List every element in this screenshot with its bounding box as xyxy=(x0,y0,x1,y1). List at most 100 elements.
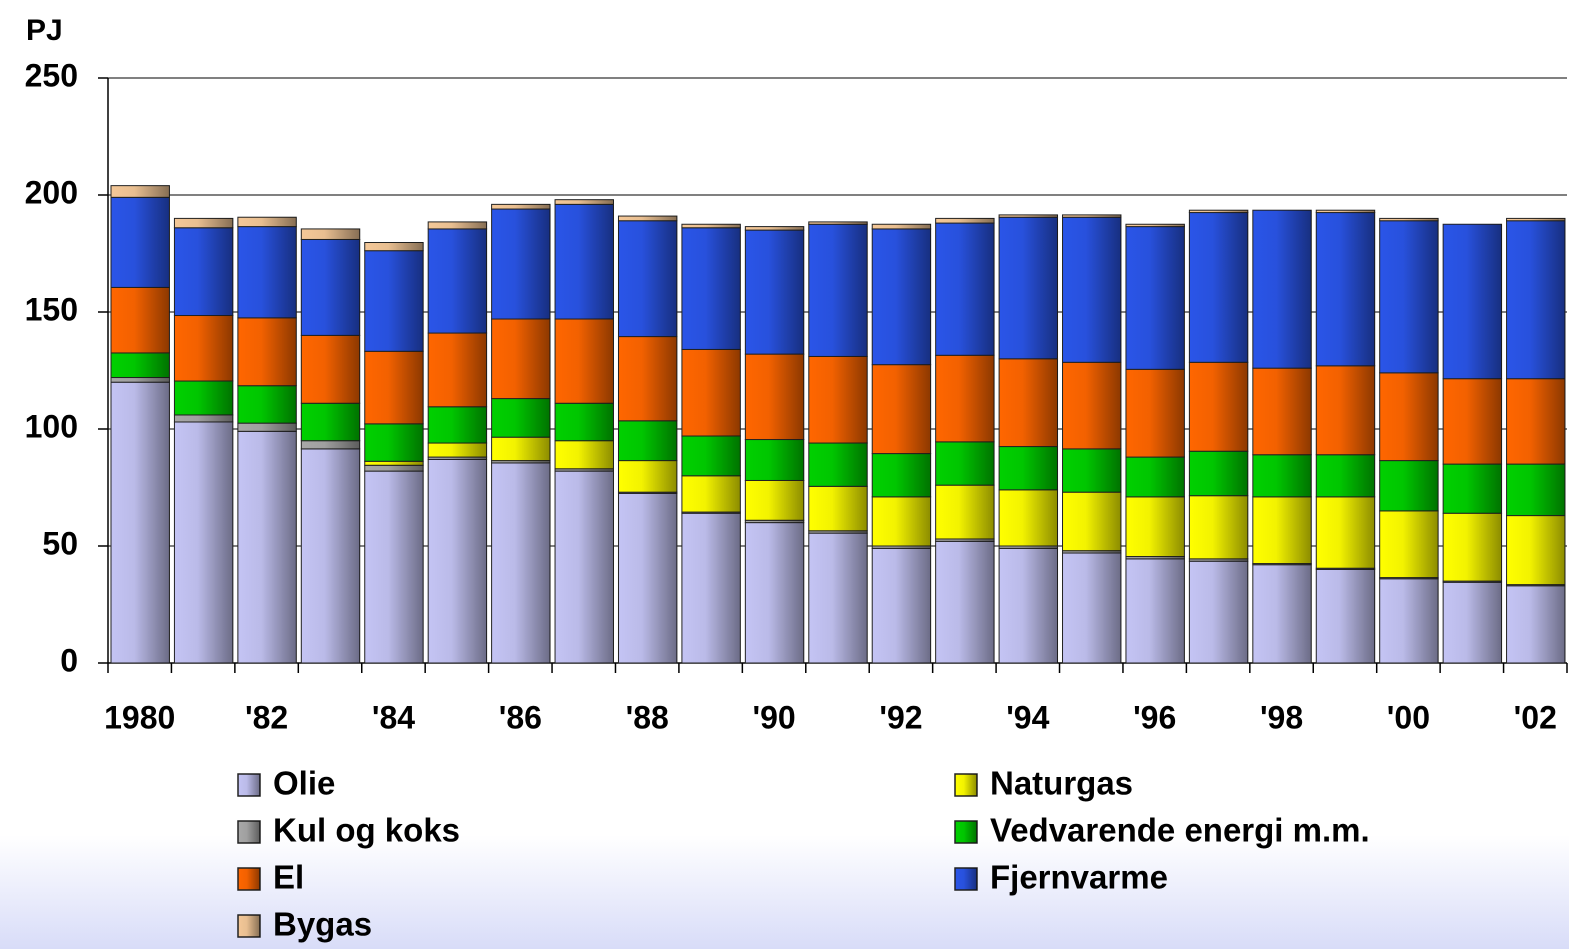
bar-shade xyxy=(808,530,868,534)
bar-shade xyxy=(681,513,741,663)
bar-shade xyxy=(1316,210,1375,213)
bar-shade xyxy=(745,230,804,355)
legend-label: Bygas xyxy=(273,906,372,943)
bar-shade xyxy=(999,546,1058,549)
bar-shade xyxy=(111,382,170,663)
bar-shade xyxy=(174,218,233,228)
bar-shade xyxy=(428,457,487,460)
bar-shade xyxy=(1379,577,1439,579)
bar-shade xyxy=(1506,220,1565,379)
bar-shade xyxy=(1506,585,1565,663)
bar-shade xyxy=(301,335,360,404)
bar-shade xyxy=(935,541,995,663)
bar-shade xyxy=(1062,448,1121,493)
bar-shade xyxy=(745,226,804,231)
x-tick-label: '82 xyxy=(245,699,288,735)
bar-shade xyxy=(1189,561,1248,663)
bar-shade xyxy=(1506,584,1565,586)
x-tick-label: '98 xyxy=(1260,699,1303,735)
bar-shade xyxy=(618,492,677,494)
bar-shade xyxy=(1125,226,1185,370)
bar-shade xyxy=(872,453,931,497)
bar-shade xyxy=(237,423,297,432)
legend-swatch-shade xyxy=(238,868,260,890)
bar-shade xyxy=(491,204,551,210)
bar-shade xyxy=(745,480,804,521)
bar-shade xyxy=(301,239,360,336)
bar-shade xyxy=(1316,365,1375,455)
bar-shade xyxy=(1443,582,1502,663)
bar-shade xyxy=(428,443,487,458)
bar-shade xyxy=(111,185,170,198)
bar-shade xyxy=(491,398,551,438)
bar-shade xyxy=(174,381,233,415)
bar-shade xyxy=(872,228,931,365)
bar-shade xyxy=(1379,220,1439,373)
bar-shade xyxy=(1443,581,1502,583)
bar-shade xyxy=(1252,496,1312,564)
legend-label: Naturgas xyxy=(990,765,1133,802)
bar-shade xyxy=(1379,510,1439,578)
legend-swatch-shade xyxy=(955,774,977,796)
x-tick-label: '94 xyxy=(1006,699,1049,735)
bar-shade xyxy=(681,512,741,514)
bar-shade xyxy=(935,223,995,356)
x-tick-label: '88 xyxy=(626,699,669,735)
bar-shade xyxy=(364,351,424,424)
bar-shade xyxy=(491,319,551,399)
bar-shade xyxy=(555,319,614,404)
bar-shade xyxy=(1252,563,1312,565)
legend-swatch-shade xyxy=(955,868,977,890)
bar-shade xyxy=(491,209,551,320)
legend-label: Vedvarende energi m.m. xyxy=(990,812,1370,849)
bar-shade xyxy=(111,377,170,383)
bar-shade xyxy=(999,214,1058,218)
y-axis-label: PJ xyxy=(26,14,63,47)
bar-shade xyxy=(1506,218,1565,221)
bar-shade xyxy=(301,403,360,441)
bar-shade xyxy=(555,471,614,663)
bar-shade xyxy=(1189,212,1248,363)
bar-shade xyxy=(1062,550,1121,554)
bar-shade xyxy=(491,462,551,663)
y-tick-label: 250 xyxy=(25,57,78,93)
bar-shade xyxy=(1379,460,1439,511)
x-tick-label: '84 xyxy=(372,699,415,735)
bar-shade xyxy=(364,242,424,251)
bar-shade xyxy=(1316,454,1375,497)
bar-shade xyxy=(428,333,487,407)
bar-shade xyxy=(1506,515,1565,585)
bar-shade xyxy=(935,538,995,542)
bar-shade xyxy=(1316,569,1375,663)
bar-shade xyxy=(1316,212,1375,366)
bar-shade xyxy=(1379,372,1439,461)
bar-shade xyxy=(1125,224,1185,227)
bar-shade xyxy=(1189,451,1248,496)
bar-shade xyxy=(745,520,804,523)
bar-shade xyxy=(808,221,868,225)
bar-shade xyxy=(1316,568,1375,570)
bar-shade xyxy=(808,486,868,531)
bar-shade xyxy=(745,439,804,481)
bar-shade xyxy=(111,352,170,378)
bar-shade xyxy=(681,224,741,228)
bar-shade xyxy=(999,489,1058,546)
bar-shade xyxy=(1443,513,1502,582)
bar-shade xyxy=(174,421,233,663)
bar-shade xyxy=(808,443,868,487)
bar-shade xyxy=(1443,378,1502,465)
bar-shade xyxy=(618,220,677,337)
bar-shade xyxy=(618,493,677,663)
x-tick-label: '90 xyxy=(752,699,795,735)
bar-shade xyxy=(618,420,677,461)
bar-shade xyxy=(237,217,297,227)
y-tick-label: 100 xyxy=(25,408,78,444)
bar-shade xyxy=(428,221,487,229)
bar-shade xyxy=(1125,556,1185,559)
bar-shade xyxy=(237,385,297,424)
bar-shade xyxy=(1062,553,1121,663)
legend-label: Kul og koks xyxy=(273,812,460,849)
bar-shade xyxy=(237,431,297,663)
bar-shade xyxy=(1125,496,1185,557)
